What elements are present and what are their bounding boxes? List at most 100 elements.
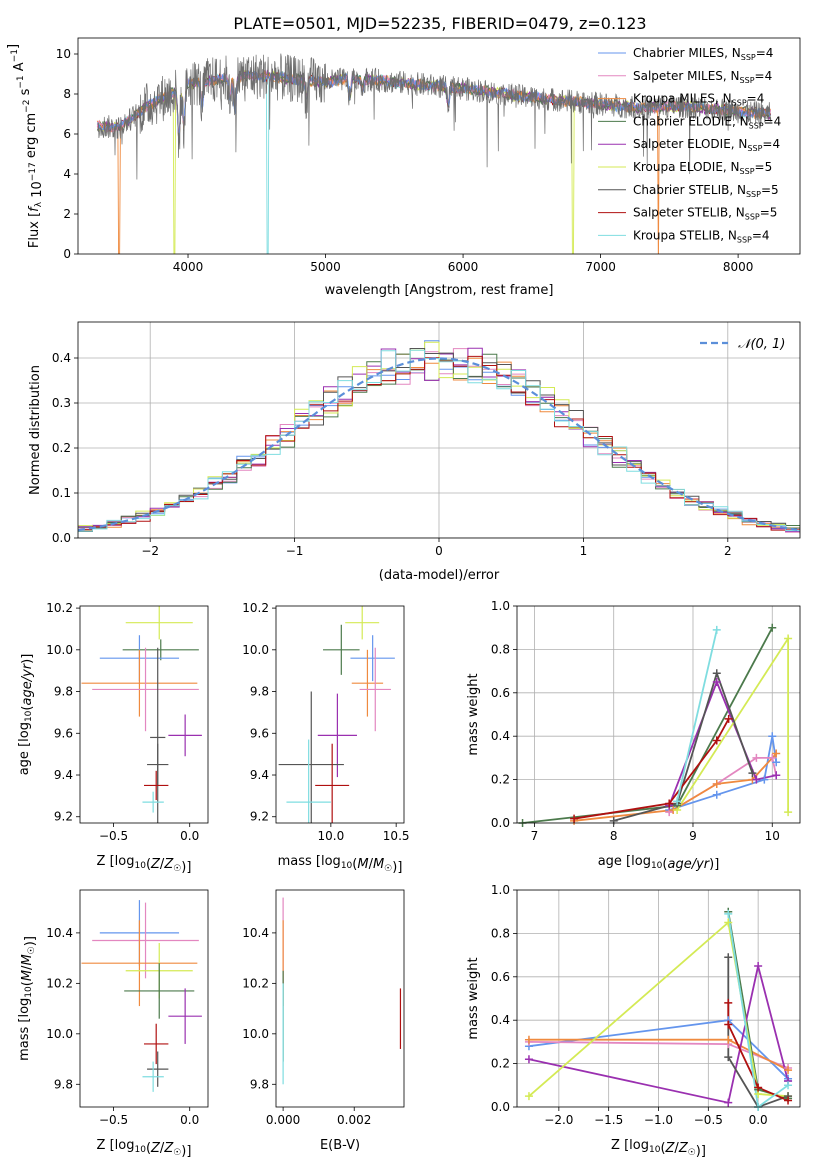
mass-weight-line xyxy=(613,670,754,822)
label-part: ☉ xyxy=(173,864,181,874)
label-part: ( xyxy=(662,857,667,872)
legend-sub: SSP xyxy=(749,121,764,130)
x-tick-label: 9 xyxy=(689,829,697,843)
y-tick-label: 0.6 xyxy=(491,970,510,984)
chart-mass_vs_Z: −0.5 0.09.810.010.210.4Z [log10(Z/Z☉)]mas… xyxy=(17,889,209,1159)
label-part: ☉ xyxy=(173,1148,181,1158)
legend-model: Kroupa MILES, N xyxy=(633,92,732,106)
y-tick-label: 0.2 xyxy=(491,1057,510,1071)
label-part: log xyxy=(321,854,341,869)
label-part: age [ xyxy=(17,742,32,775)
axis-ticks: −2 −1 0 1 2 0.0 0.1 0.2 0.3 0.4 xyxy=(52,351,732,558)
x-tick-label: 6000 xyxy=(448,260,479,274)
y-axis-label: age [log10(age/yr)] xyxy=(17,654,35,776)
y-tick-label: 9.8 xyxy=(250,685,269,699)
plot-area xyxy=(517,606,800,823)
legend-label: 𝒩(0, 1) xyxy=(738,337,785,352)
axes-frame xyxy=(516,889,801,1108)
label-part: log xyxy=(17,722,32,742)
label-part: 10 xyxy=(30,181,45,198)
normal-reference-curve xyxy=(78,357,798,532)
x-axis-label: age [log10(age/yr)] xyxy=(598,854,720,872)
x-tick-label: 8 xyxy=(610,829,618,843)
point-marker xyxy=(752,775,761,784)
axis-ticks: 7 8 9 10 0.0 0.2 0.4 0.6 0.8 1.0 xyxy=(491,599,780,843)
y-tick-label: 0 xyxy=(63,247,71,261)
point-marker xyxy=(665,799,674,808)
figure-title: PLATE=0501, MJD=52235, FIBERID=0479, z=0… xyxy=(233,14,646,33)
x-tick-label: 10.0 xyxy=(317,829,344,843)
label-part: Z xyxy=(163,1141,174,1156)
spectrum-model-line xyxy=(96,68,772,143)
point-marker xyxy=(524,1035,533,1044)
label-part: λ xyxy=(34,201,44,207)
x-tick-label: 1 xyxy=(580,544,588,558)
label-part: age [ xyxy=(598,854,631,869)
axes-frame xyxy=(275,889,405,1108)
label-part: Z xyxy=(150,1141,161,1156)
point-marker xyxy=(772,758,781,767)
legend-sub: SSP xyxy=(737,235,752,244)
plot-area xyxy=(81,900,202,1092)
y-tick-label: 10.4 xyxy=(242,926,269,940)
plot-area xyxy=(96,53,772,254)
y-tick-label: 10.0 xyxy=(242,643,269,657)
legend-sub: SSP xyxy=(740,167,755,176)
x-tick-label: 4000 xyxy=(173,260,204,274)
axis-ticks: 10.0 10.5 9.2 9.4 9.6 9.8 10.0 10.2 xyxy=(242,601,409,843)
label-part: log xyxy=(629,1138,649,1153)
point-marker xyxy=(724,998,733,1007)
point-marker xyxy=(784,1096,793,1105)
legend-model: Salpeter STELIB, N xyxy=(633,206,745,220)
label-part: 10 xyxy=(24,986,34,998)
y-tick-label: 0.3 xyxy=(52,396,71,410)
mass-weight-line xyxy=(528,965,789,1104)
x-tick-label: 0.0 xyxy=(180,1113,199,1127)
label-part: Z xyxy=(678,1141,689,1156)
legend-label: Kroupa STELIB, NSSP=4 xyxy=(633,228,770,244)
x-tick-label: 7000 xyxy=(585,260,616,274)
legend-eq: =5 xyxy=(761,183,779,197)
plot-area xyxy=(81,606,202,823)
label-part: f xyxy=(27,205,42,212)
label-part: M xyxy=(357,857,368,872)
y-tick-label: 0.6 xyxy=(491,686,510,700)
plot-area xyxy=(517,890,800,1107)
legend-model: Salpeter MILES, N xyxy=(633,69,740,83)
point-marker xyxy=(712,736,721,745)
y-tick-label: 0.4 xyxy=(491,1013,510,1027)
point-marker xyxy=(784,1066,793,1075)
mass-weight-line xyxy=(727,1002,789,1102)
point-marker xyxy=(712,625,721,634)
label-part: / xyxy=(160,1141,165,1156)
axis-ticks: −0.5 0.0 9.2 9.4 9.6 9.8 10.0 10.2 xyxy=(46,601,199,843)
label-part: 10 xyxy=(649,1145,661,1155)
mass-weight-line xyxy=(573,718,730,820)
legend-model: Kroupa ELODIE, N xyxy=(633,160,740,174)
label-part: ( xyxy=(20,706,35,711)
x-tick-label: −0.5 xyxy=(99,1113,128,1127)
y-tick-label: 0.2 xyxy=(491,773,510,787)
y-tick-label: 10 xyxy=(56,47,71,61)
y-tick-label: 9.8 xyxy=(54,1077,73,1091)
legend-eq: =4 xyxy=(764,114,782,128)
label-part: )] xyxy=(181,1144,191,1159)
point-marker xyxy=(768,753,777,762)
point-marker xyxy=(754,961,763,970)
label-part: erg xyxy=(24,133,39,163)
legend-label: Kroupa ELODIE, NSSP=5 xyxy=(633,160,772,176)
mass-weight-line xyxy=(668,679,777,806)
spectrum-model-line xyxy=(97,69,772,139)
label-part: / xyxy=(369,857,374,872)
label-part: )] xyxy=(20,654,35,664)
label-part: Z xyxy=(665,1141,676,1156)
y-tick-label: 10.2 xyxy=(242,976,269,990)
y-tick-label: 0.2 xyxy=(52,441,71,455)
label-part: M xyxy=(373,857,384,872)
label-part: mass [ xyxy=(278,854,321,869)
point-marker xyxy=(712,669,721,678)
y-tick-label: 6 xyxy=(63,127,71,141)
axis-ticks: 4000 5000 6000 7000 8000 0 2 4 6 8 10 xyxy=(56,47,754,274)
x-tick-label: −1.5 xyxy=(594,1113,623,1127)
